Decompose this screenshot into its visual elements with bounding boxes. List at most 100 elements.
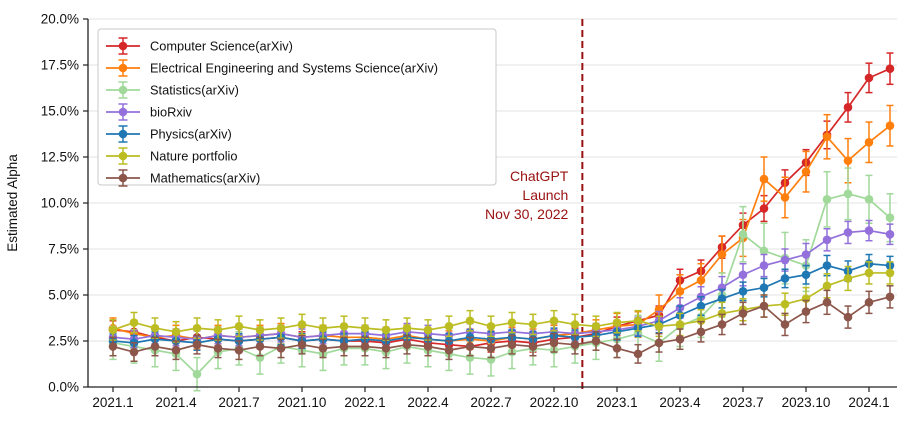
data-point — [549, 338, 559, 348]
data-point — [150, 323, 160, 333]
legend-item-physics-arxiv: Physics(arXiv) — [106, 125, 232, 143]
x-tick-label: 2022.4 — [407, 395, 449, 410]
series-nature-portfolio — [108, 261, 895, 343]
data-point — [654, 338, 664, 348]
legend-item-electrical-engineering-and-systems-science-arxiv: Electrical Engineering and Systems Scien… — [106, 59, 438, 77]
data-point — [591, 336, 601, 346]
legend-label: Computer Science(arXiv) — [150, 39, 293, 54]
legend-item-biorxiv: bioRxiv — [106, 103, 193, 121]
data-point — [717, 294, 727, 303]
data-point — [780, 274, 790, 283]
data-point — [423, 342, 433, 351]
legend-item-statistics-arxiv: Statistics(arXiv) — [106, 81, 239, 99]
data-point — [822, 132, 832, 142]
data-point — [339, 321, 349, 331]
x-tick-label: 2023.1 — [596, 395, 637, 410]
legend-label: Statistics(arXiv) — [150, 83, 239, 98]
data-point — [381, 325, 391, 335]
data-point — [213, 325, 223, 335]
data-point — [612, 318, 622, 327]
data-point — [255, 325, 265, 335]
legend-label: bioRxiv — [150, 105, 193, 120]
data-point — [255, 342, 265, 351]
annotation-line: Launch — [522, 187, 568, 203]
data-point — [738, 287, 748, 296]
data-point — [717, 250, 727, 259]
data-point — [759, 246, 769, 256]
data-point — [780, 255, 790, 265]
data-point — [696, 327, 706, 337]
data-point — [801, 250, 811, 259]
data-point — [843, 312, 853, 322]
y-tick-label: 2.5% — [48, 334, 79, 349]
legend-glyph-marker — [118, 151, 128, 161]
legend-item-computer-science-arxiv: Computer Science(arXiv) — [106, 37, 293, 55]
data-point — [444, 321, 454, 331]
data-point — [192, 340, 202, 349]
data-point — [759, 283, 769, 292]
data-point — [570, 340, 580, 349]
data-point — [843, 103, 853, 112]
data-point — [318, 344, 328, 353]
data-point — [885, 268, 895, 278]
data-point — [738, 229, 748, 239]
series-line — [112, 262, 891, 344]
data-point — [759, 301, 769, 311]
data-point — [843, 228, 853, 237]
y-tick-label: 15.0% — [41, 104, 79, 119]
x-tick-label: 2022.1 — [344, 395, 385, 410]
data-point — [633, 349, 643, 359]
annotation-line: ChatGPT — [510, 168, 569, 184]
y-tick-label: 12.5% — [41, 150, 79, 165]
data-point — [801, 270, 811, 280]
data-point — [885, 292, 895, 302]
data-point — [864, 268, 874, 278]
data-point — [360, 342, 370, 351]
data-point — [171, 327, 181, 337]
data-point — [822, 195, 832, 204]
data-point — [864, 73, 874, 83]
legend-item-mathematics-arxiv: Mathematics(arXiv) — [106, 169, 260, 187]
legend-item-nature-portfolio: Nature portfolio — [106, 147, 238, 165]
data-point — [381, 344, 391, 353]
data-point — [108, 325, 118, 335]
legend-glyph-marker — [118, 41, 128, 51]
data-point — [864, 298, 874, 307]
data-point — [444, 345, 454, 355]
legend-glyph-marker — [118, 107, 128, 117]
data-point — [234, 321, 244, 331]
data-point — [213, 344, 223, 353]
data-point — [339, 342, 349, 351]
y-tick-label: 0.0% — [48, 380, 79, 395]
data-point — [549, 316, 559, 326]
data-point — [696, 301, 706, 311]
data-point — [801, 167, 811, 177]
data-point — [738, 309, 748, 318]
data-point — [465, 316, 475, 326]
data-point — [822, 235, 832, 245]
data-point — [885, 64, 895, 73]
x-tick-label: 2022.7 — [470, 395, 511, 410]
data-point — [696, 316, 706, 326]
data-point — [864, 195, 874, 204]
data-point — [822, 298, 832, 307]
data-point — [696, 275, 706, 285]
series-mathematics-arxiv — [108, 285, 895, 364]
legend-glyph-marker — [118, 63, 128, 73]
legend-box — [97, 28, 497, 186]
data-point — [759, 174, 769, 184]
data-point — [129, 318, 139, 327]
x-tick-label: 2023.7 — [722, 395, 763, 410]
data-point — [717, 309, 727, 318]
data-point — [822, 261, 832, 270]
data-point — [570, 320, 580, 329]
data-point — [864, 226, 874, 235]
data-point — [486, 344, 496, 353]
y-tick-label: 17.5% — [41, 58, 79, 73]
data-point — [591, 321, 601, 331]
data-point — [759, 204, 769, 213]
data-point — [192, 323, 202, 333]
data-point — [612, 344, 622, 353]
